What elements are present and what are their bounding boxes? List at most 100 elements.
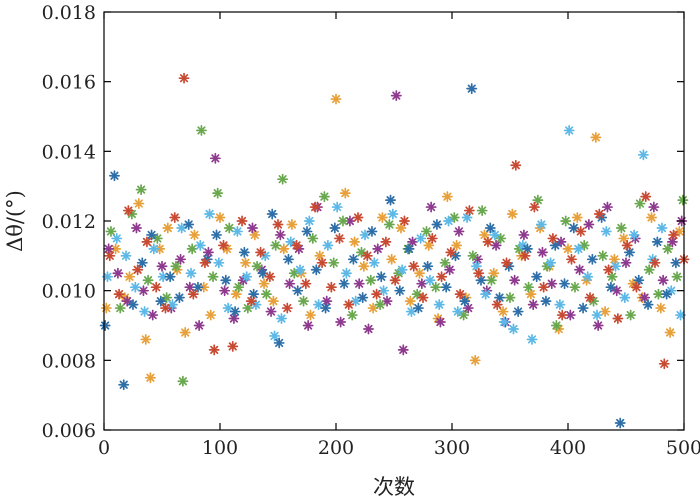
data-point <box>527 299 539 311</box>
data-point <box>643 264 655 276</box>
data-point <box>610 260 622 272</box>
data-point <box>346 309 358 321</box>
data-point <box>425 201 437 213</box>
data-point <box>664 327 676 338</box>
data-point <box>451 239 463 251</box>
data-point <box>633 274 645 286</box>
data-point <box>441 191 453 203</box>
data-point <box>444 264 456 276</box>
data-point <box>361 250 373 262</box>
data-point <box>305 309 316 321</box>
data-point <box>639 292 651 304</box>
data-point <box>255 246 267 258</box>
data-point <box>179 327 191 338</box>
data-point <box>329 222 341 234</box>
data-point <box>371 288 383 300</box>
data-point <box>277 173 289 185</box>
x-tick-label: 500 <box>666 437 700 459</box>
data-point <box>102 271 113 283</box>
data-point <box>618 232 630 244</box>
data-point <box>624 246 635 258</box>
data-point <box>207 271 219 283</box>
data-point <box>129 281 141 293</box>
data-point <box>269 330 280 342</box>
data-point <box>556 309 568 321</box>
data-point <box>620 257 632 269</box>
data-point <box>139 306 151 318</box>
x-tick-label: 200 <box>318 437 354 459</box>
data-point <box>538 281 550 293</box>
data-point <box>642 299 654 311</box>
data-point <box>194 239 206 251</box>
data-point <box>385 194 396 206</box>
data-point <box>195 124 207 136</box>
data-point <box>491 299 503 311</box>
data-point <box>574 264 586 276</box>
data-point <box>185 267 197 279</box>
data-point <box>265 306 277 318</box>
data-point <box>292 285 304 297</box>
data-point <box>490 239 502 251</box>
data-point <box>192 281 204 293</box>
data-point <box>394 285 406 297</box>
data-point <box>157 271 169 283</box>
data-point <box>111 232 123 244</box>
data-point <box>178 72 190 84</box>
data-point <box>412 302 424 314</box>
data-points-layer <box>99 72 690 429</box>
data-point <box>108 170 120 182</box>
data-point <box>240 257 251 269</box>
data-point <box>640 191 652 203</box>
data-point <box>273 337 285 349</box>
data-point <box>655 302 667 314</box>
data-point <box>554 299 566 311</box>
data-point <box>343 299 355 311</box>
data-point <box>421 226 432 237</box>
data-point <box>469 354 481 366</box>
data-point <box>264 271 276 283</box>
data-point <box>547 232 559 244</box>
data-point <box>267 295 279 307</box>
data-point <box>525 288 537 300</box>
data-point <box>584 292 596 304</box>
data-point <box>282 253 294 265</box>
data-point <box>274 229 286 241</box>
data-point <box>353 278 365 290</box>
data-point <box>648 201 660 213</box>
data-point <box>461 212 473 223</box>
data-point <box>634 198 646 210</box>
data-point <box>510 159 522 171</box>
data-point <box>131 222 142 234</box>
y-tick-label: 0.016 <box>42 72 96 94</box>
data-point <box>606 271 618 283</box>
data-point <box>278 243 290 255</box>
data-point <box>504 292 516 304</box>
data-point <box>322 239 334 251</box>
data-point <box>99 320 111 331</box>
data-point <box>124 271 135 283</box>
data-point <box>403 243 415 255</box>
data-point <box>497 306 509 318</box>
data-point <box>136 257 148 269</box>
data-point <box>495 232 507 244</box>
data-point <box>608 253 620 265</box>
data-point <box>357 292 369 304</box>
data-point <box>202 246 214 258</box>
data-point <box>537 246 548 258</box>
data-point <box>120 250 132 262</box>
data-point <box>668 229 680 241</box>
data-point <box>523 281 535 293</box>
data-point <box>227 340 239 352</box>
data-point <box>229 306 241 318</box>
x-axis-label: 次数 <box>373 475 415 499</box>
data-point <box>559 278 570 290</box>
data-point <box>135 184 147 196</box>
data-point <box>236 215 248 227</box>
y-axis-label: Δθ/(°) <box>3 190 27 252</box>
data-point <box>528 201 540 213</box>
data-point <box>349 236 361 248</box>
data-point <box>651 236 663 248</box>
y-tick-label: 0.012 <box>42 211 96 233</box>
data-point <box>127 299 139 311</box>
